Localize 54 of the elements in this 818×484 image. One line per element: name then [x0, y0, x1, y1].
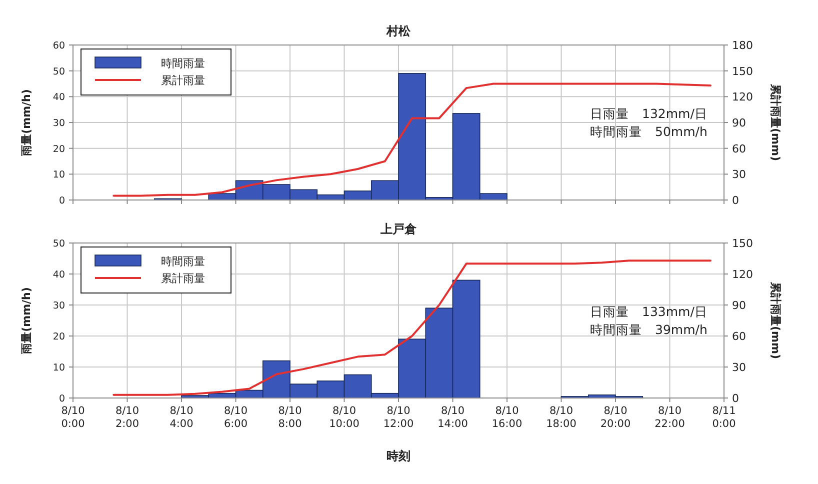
- legend-label: 時間雨量: [161, 57, 205, 70]
- y2-axis-title: 累計雨量(mm): [769, 281, 782, 359]
- x-tick-label: 8/10 6:00: [224, 405, 248, 430]
- legend-label: 累計雨量: [161, 272, 205, 285]
- x-tick-label: 8/10 2:00: [115, 405, 140, 430]
- y-tick-label: 50: [52, 66, 65, 78]
- y-tick-label: 60: [52, 40, 65, 52]
- annotation: 日雨量 133mm/日: [590, 304, 708, 319]
- y-tick-label: 40: [52, 92, 65, 104]
- y2-tick-label: 120: [732, 90, 753, 104]
- y-tick-label: 20: [52, 144, 65, 155]
- x-tick-label: 8/10 18:00: [546, 405, 576, 430]
- chart-title: 村松: [386, 24, 412, 38]
- y2-tick-label: 30: [732, 168, 746, 182]
- y2-tick-label: 30: [732, 361, 746, 374]
- y-tick-label: 0: [58, 196, 65, 206]
- y-tick-label: 10: [52, 170, 65, 181]
- y-tick-label: 10: [52, 362, 65, 374]
- y2-tick-label: 0: [732, 194, 739, 207]
- y2-tick-label: 60: [732, 142, 746, 156]
- x-tick-label: 8/10 8:00: [278, 405, 302, 430]
- x-tick-label: 8/10 12:00: [383, 405, 414, 430]
- x-tick-label: 8/11 0:00: [712, 405, 736, 430]
- y2-tick-label: 180: [732, 39, 753, 52]
- y-tick-label: 20: [52, 332, 65, 342]
- y2-tick-label: 150: [732, 64, 753, 78]
- legend-label: 累計雨量: [161, 74, 205, 87]
- chart-title: 上戸倉: [380, 222, 418, 236]
- x-tick-label: 8/10 10:00: [329, 405, 360, 430]
- annotation: 時間雨量 50mm/h: [590, 124, 708, 139]
- x-tick-label: 8/10 14:00: [438, 405, 468, 430]
- y-tick-label: 0: [58, 394, 65, 404]
- y2-axis-title: 累計雨量(mm): [769, 83, 782, 161]
- y-tick-label: 30: [52, 300, 65, 312]
- annotation: 時間雨量 39mm/h: [590, 322, 708, 337]
- x-tick-label: 8/10 16:00: [492, 405, 522, 430]
- y2-tick-label: 60: [732, 330, 746, 343]
- y2-tick-label: 90: [732, 299, 746, 312]
- x-tick-label: 8/10 4:00: [170, 405, 194, 430]
- y-tick-label: 50: [52, 238, 65, 250]
- x-tick-label: 8/10 20:00: [600, 405, 631, 430]
- y-axis-title: 雨量(mm/h): [20, 287, 33, 355]
- y2-tick-label: 0: [732, 392, 739, 405]
- y-axis-title: 雨量(mm/h): [20, 89, 33, 157]
- y2-tick-label: 150: [732, 237, 753, 250]
- x-tick-label: 8/10 22:00: [654, 405, 685, 430]
- legend-label: 時間雨量: [161, 255, 205, 268]
- y-tick-label: 30: [52, 118, 65, 129]
- annotation: 日雨量 132mm/日: [590, 106, 708, 121]
- y-tick-label: 40: [52, 270, 65, 280]
- x-axis-title: 時刻: [386, 449, 410, 463]
- x-tick-label: 8/10 0:00: [61, 405, 85, 430]
- y2-tick-label: 90: [732, 116, 746, 130]
- y2-tick-label: 120: [732, 268, 753, 281]
